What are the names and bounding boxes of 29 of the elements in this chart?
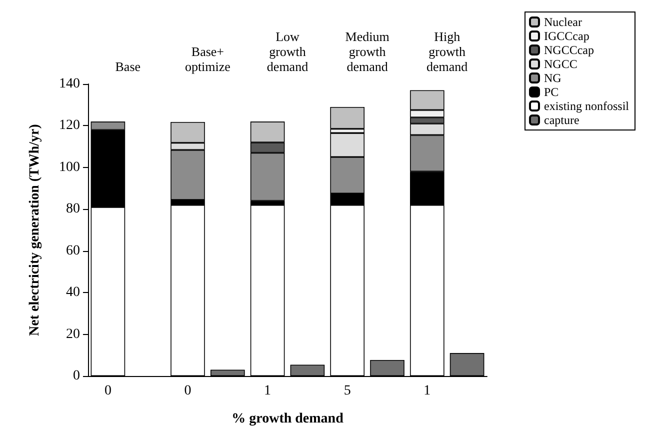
text: Base+ optimize	[184, 44, 231, 74]
x-tick-label: 1	[264, 384, 272, 398]
y-tick-label: 100	[59, 160, 80, 175]
legend-label: Nuclear	[544, 15, 582, 29]
x-tick-label: 0	[104, 384, 112, 398]
y-tick-label: 60	[66, 243, 80, 258]
legend-label: capture	[544, 113, 580, 127]
text: Low growth demand	[266, 29, 309, 74]
y-tick-label: 20	[66, 326, 80, 342]
text: High growth demand	[426, 29, 468, 74]
y-axis-title: Net electricity generation (TWh/yr)	[28, 124, 42, 336]
text: Medium growth demand	[345, 29, 390, 74]
legend-label: PC	[544, 85, 559, 99]
y-tick-label: 80	[66, 202, 80, 217]
y-tick-label: 140	[59, 76, 80, 92]
bar	[330, 106, 365, 129]
text: Base	[115, 59, 141, 74]
y-tick-label: 40	[66, 285, 80, 300]
legend-label: NG	[544, 71, 562, 85]
y-tick-label: 0	[73, 368, 80, 384]
y-tick-label: 120	[59, 118, 80, 134]
legend-label: NGCCcap	[544, 43, 594, 57]
x-tick-label: 5	[344, 384, 351, 398]
x-tick-label: 1	[424, 384, 431, 398]
legend-label: existing nonfossil	[544, 99, 630, 113]
x-tick-label: 0	[184, 384, 192, 398]
legend-label: IGCCcap	[544, 29, 590, 43]
x-axis-title: % growth demand	[232, 412, 344, 426]
legend-label: NGCC	[544, 57, 578, 71]
